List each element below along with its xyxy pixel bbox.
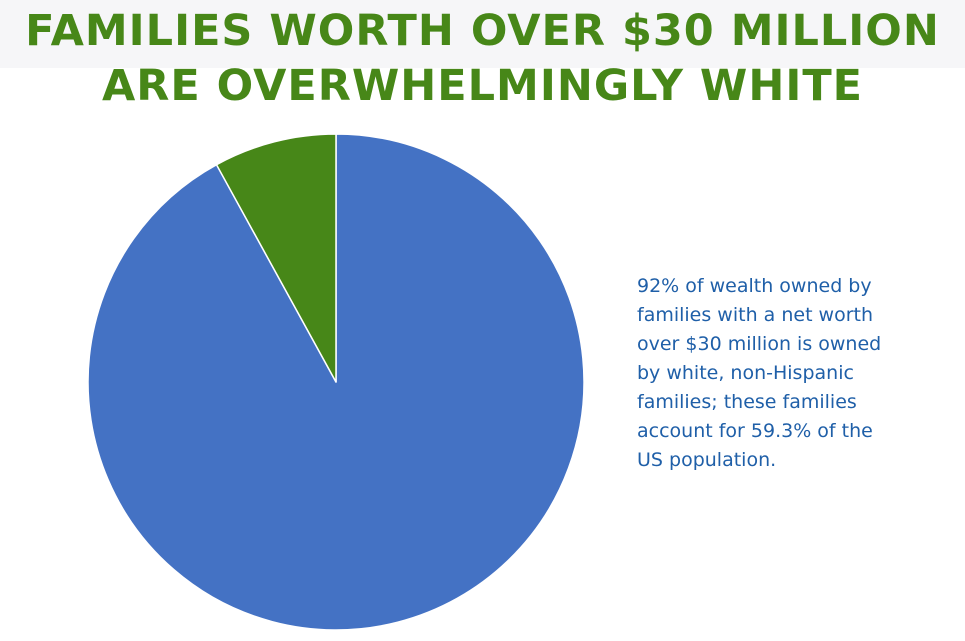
chart-title: FAMILIES WORTH OVER $30 MILLION ARE OVER… — [25, 6, 940, 111]
chart-annotation: 92% of wealth owned by families with a n… — [637, 275, 882, 471]
pie-slice-2 — [215, 133, 337, 383]
title-band — [0, 0, 965, 68]
